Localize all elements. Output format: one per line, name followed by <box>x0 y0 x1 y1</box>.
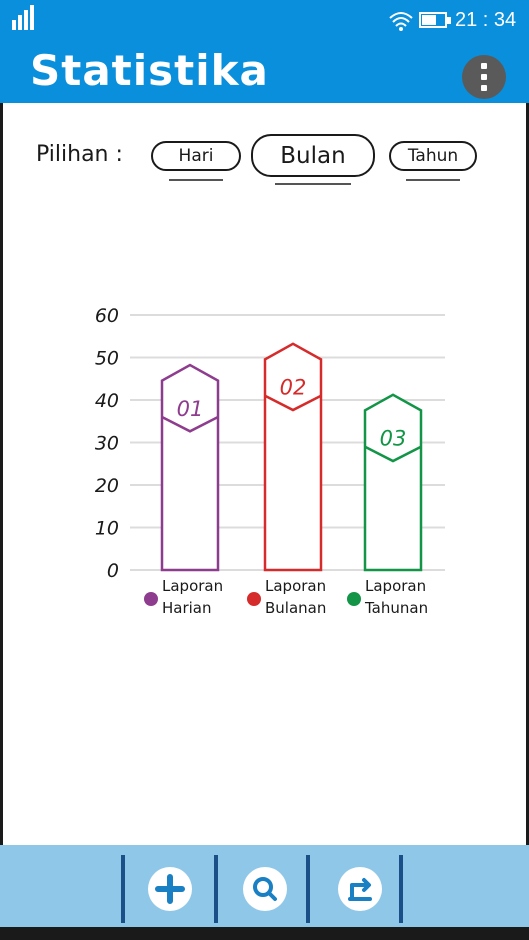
bar <box>160 363 220 572</box>
filter-option-bulan[interactable]: Bulan <box>251 134 375 177</box>
more-menu-button[interactable] <box>462 55 506 99</box>
y-tick-label: 40 <box>95 390 119 412</box>
add-button[interactable] <box>148 867 192 911</box>
legend-dot <box>247 592 261 606</box>
legend-dot <box>347 592 361 606</box>
filter-option-hari[interactable]: Hari <box>151 141 241 171</box>
filter-underline <box>406 179 460 181</box>
statistics-chart: 0 10 20 30 40 50 60 01 Laporan Harian 02 Laporan Bul… <box>95 305 445 617</box>
legend-label: Laporan <box>162 577 223 595</box>
export-icon <box>348 878 372 901</box>
search-button[interactable] <box>243 867 287 911</box>
export-button[interactable] <box>338 867 382 911</box>
add-icon <box>155 874 185 904</box>
toolbar-divider <box>121 855 125 923</box>
filter-underline <box>169 179 223 181</box>
filter-label: Pilihan : <box>36 142 123 167</box>
legend-label: Harian <box>162 599 212 617</box>
bar <box>263 342 323 572</box>
device-edge-right <box>526 0 529 940</box>
bar-tag: 03 <box>380 427 407 451</box>
toolbar-divider <box>306 855 310 923</box>
legend-label: Bulanan <box>265 599 326 617</box>
legend-label: Tahunan <box>364 599 428 617</box>
page-title: Statistika <box>30 46 269 95</box>
filter-option-tahun[interactable]: Tahun <box>389 141 477 171</box>
filter-option-label: Tahun <box>407 146 459 166</box>
y-tick-label: 60 <box>95 305 119 327</box>
toolbar-divider <box>399 855 403 923</box>
filter-underline <box>275 183 351 185</box>
search-icon <box>253 877 277 901</box>
device-edge-left <box>0 0 3 940</box>
device-edge-bottom <box>0 927 529 940</box>
signal-icon <box>12 5 40 30</box>
bar <box>363 393 423 572</box>
legend-label: Laporan <box>365 577 426 595</box>
bar-tag: 02 <box>280 376 307 400</box>
wifi-icon <box>389 12 413 31</box>
toolbar-divider <box>214 855 218 923</box>
y-tick-label: 30 <box>95 433 119 455</box>
legend-label: Laporan <box>265 577 326 595</box>
battery-icon <box>419 12 451 28</box>
legend-dot <box>144 592 158 606</box>
bar-hex-outline <box>364 445 422 463</box>
bar-hex-outline <box>264 394 322 412</box>
clock: 21 : 34 <box>455 9 517 31</box>
y-tick-label: 10 <box>95 518 119 540</box>
y-tick-label: 20 <box>95 475 119 497</box>
status-bar: 21 : 34 <box>0 0 529 42</box>
app-header: 21 : 34 Statistika <box>0 0 529 103</box>
y-tick-label: 50 <box>95 348 119 370</box>
bar-hex-outline <box>161 415 219 433</box>
bar-tag: 01 <box>177 397 204 421</box>
y-tick-label: 0 <box>107 560 119 582</box>
filter-option-label: Hari <box>178 146 214 166</box>
filter-option-label: Bulan <box>280 142 346 169</box>
